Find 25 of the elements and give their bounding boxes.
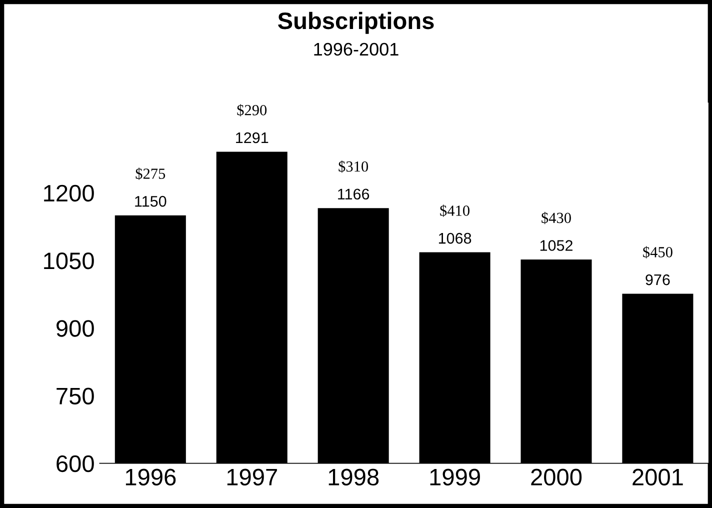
x-tick-label: 1996 [126,468,176,486]
x-tick-label: 2000 [531,468,582,486]
y-tick-label: 1050 [44,252,94,270]
x-tick-label: 2001 [632,468,683,486]
x-tick-label: 1997 [227,468,277,486]
data-label: 1291 [236,132,268,144]
annotation: $290 [237,104,267,116]
y-tick-label: 600 [56,455,94,472]
x-tick-label: 1999 [430,468,480,486]
chart-title: Subscriptions [278,12,434,34]
annotation: $450 [643,246,672,258]
data-label: 1166 [338,188,370,200]
annotation: $275 [136,168,166,180]
annotation: $430 [542,212,571,224]
data-label: 976 [646,274,670,286]
data-label: 1068 [438,232,472,244]
y-tick-label: 1200 [44,184,94,202]
data-label: 1150 [135,196,166,207]
x-tick-label: 1998 [328,468,379,486]
y-tick-label: 900 [56,320,94,337]
y-tick-label: 750 [56,388,94,404]
chart-subtitle: 1996-2001 [314,42,398,56]
data-label: 1052 [540,240,572,251]
annotation: $310 [338,160,368,173]
annotation: $410 [440,204,470,217]
